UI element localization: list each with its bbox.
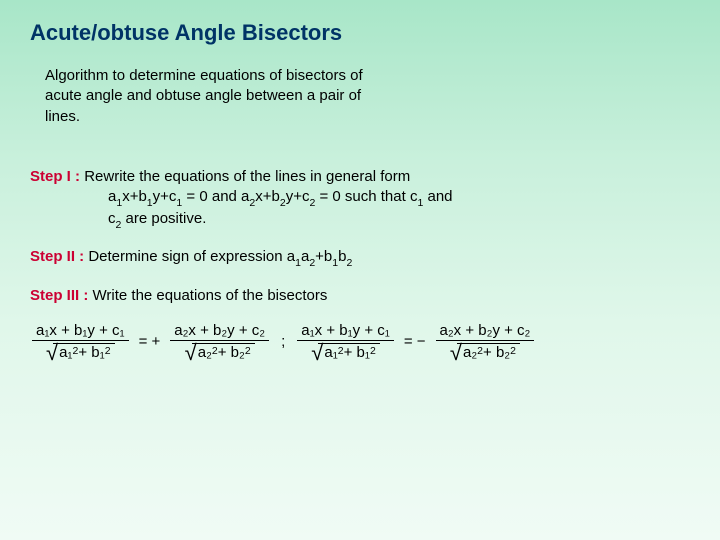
step-3: Step III : Write the equations of the bi… [30,286,690,306]
fraction-3: a₁x + b₁y + c₁ √a₁2 + b₁2 [297,322,394,361]
bisector-formulas: a₁x + b₁y + c₁ √a₁2 + b₁2 = + a₂x + b₂y … [30,322,690,361]
intro-text: Algorithm to determine equations of bise… [45,66,375,127]
equals-plus: = + [139,333,161,350]
step-2-label: Step II : [30,248,84,265]
step-1-line1: Rewrite the equations of the lines in ge… [84,168,410,185]
formula-separator: ; [281,333,285,350]
equals-minus: = − [404,333,426,350]
step-2: Step II : Determine sign of expression a… [30,247,690,269]
step-1-line2: a1x+b1y+c1 = 0 and a2x+b2y+c2 = 0 such t… [108,187,690,209]
fraction-2: a₂x + b₂y + c₂ √a₂2 + b₂2 [170,322,269,361]
page-title: Acute/obtuse Angle Bisectors [30,20,690,46]
step-1-label: Step I : [30,168,80,185]
fraction-1: a₁x + b₁y + c₁ √a₁2 + b₁2 [32,322,129,361]
step-3-text: Write the equations of the bisectors [93,287,328,304]
step-1: Step I : Rewrite the equations of the li… [30,167,690,232]
step-2-text: Determine sign of expression a1a2+b1b2 [88,248,352,265]
step-3-label: Step III : [30,287,88,304]
fraction-4: a₂x + b₂y + c₂ √a₂2 + b₂2 [436,322,535,361]
step-1-line3: c2 are positive. [108,209,690,231]
